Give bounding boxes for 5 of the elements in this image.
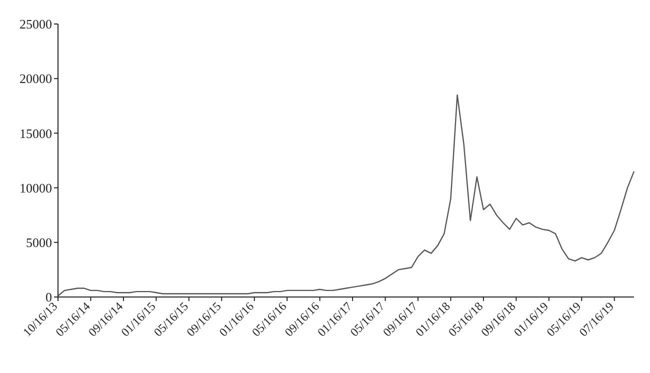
y-tick-label: 10000: [20, 180, 52, 196]
y-tick-label: 15000: [20, 126, 52, 141]
y-tick-label: 20000: [20, 71, 52, 86]
y-tick-label: 5000: [26, 235, 52, 250]
y-tick-label: 25000: [20, 16, 52, 32]
